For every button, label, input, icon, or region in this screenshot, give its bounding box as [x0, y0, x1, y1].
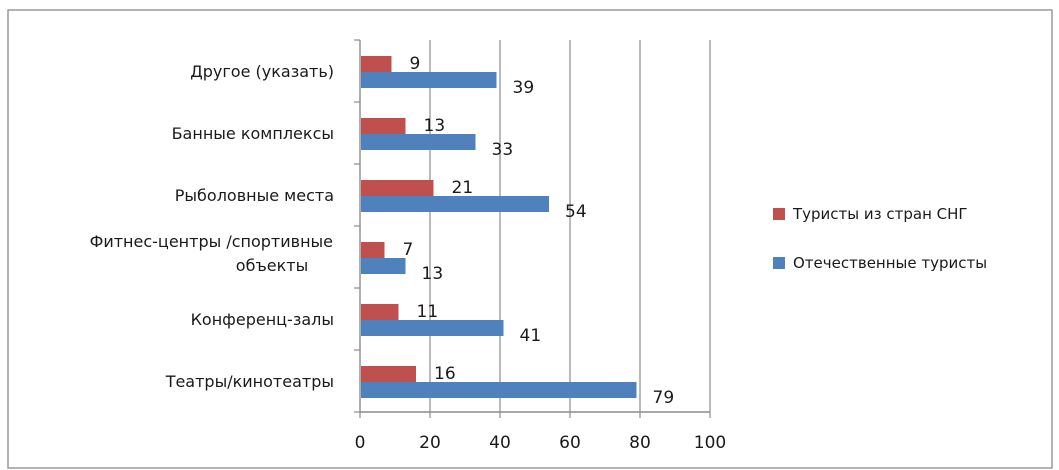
data-label-domestic: 54 [565, 202, 587, 222]
bar-domestic-tourists [361, 320, 504, 336]
category-label: Театры/кинотеатры [165, 372, 334, 391]
legend-label: Туристы из стран СНГ [792, 205, 968, 223]
data-label-cis: 9 [410, 54, 421, 74]
x-tick-label: 40 [489, 433, 511, 453]
category-label: Фитнес-центры /спортивные [90, 232, 333, 251]
bar-domestic-tourists [361, 134, 476, 150]
bar-domestic-tourists [361, 258, 406, 274]
legend: Туристы из стран СНГ Отечественные турист… [773, 205, 987, 272]
data-label-cis: 21 [452, 178, 474, 198]
category-labels: Театры/кинотеатры Конференц-залы Фитнес-це… [90, 62, 334, 391]
x-tick-label: 0 [355, 433, 366, 453]
bar-cis-tourists [361, 366, 416, 382]
data-label-domestic: 33 [492, 140, 514, 160]
bar-cis-tourists [361, 180, 434, 196]
x-tick-label: 100 [694, 433, 726, 453]
data-label-domestic: 13 [422, 264, 444, 284]
data-label-cis: 16 [434, 364, 456, 384]
category-label: Другое (указать) [190, 62, 334, 81]
data-label-cis: 7 [403, 240, 414, 260]
category-label: объекты [236, 256, 308, 275]
x-tick-label: 80 [629, 433, 651, 453]
legend-swatch [773, 257, 785, 269]
category-label: Рыболовные места [175, 186, 334, 205]
category-label: Банные комплексы [172, 124, 334, 143]
bar-domestic-tourists [361, 72, 497, 88]
gridlines [429, 40, 711, 412]
legend-swatch [773, 208, 785, 220]
data-label-domestic: 39 [513, 78, 535, 98]
x-tick-label: 60 [559, 433, 581, 453]
data-label-domestic: 41 [520, 326, 542, 346]
bar-cis-tourists [361, 118, 406, 134]
bar-domestic-tourists [361, 382, 637, 398]
tick-labels: 0 20 40 60 80 100 [355, 433, 727, 453]
bars [361, 56, 637, 398]
x-tick-label: 20 [419, 433, 441, 453]
bar-cis-tourists [361, 56, 392, 72]
data-label-domestic: 79 [653, 388, 675, 408]
bar-cis-tourists [361, 242, 385, 258]
data-label-cis: 11 [417, 302, 439, 322]
axis [354, 39, 711, 418]
category-label: Конференц-залы [191, 310, 334, 329]
bar-cis-tourists [361, 304, 399, 320]
data-label-cis: 13 [424, 116, 446, 136]
legend-label: Отечественные туристы [793, 254, 987, 272]
data-labels: 16 79 11 41 7 13 21 54 13 33 9 39 [403, 54, 675, 408]
bar-domestic-tourists [361, 196, 549, 212]
